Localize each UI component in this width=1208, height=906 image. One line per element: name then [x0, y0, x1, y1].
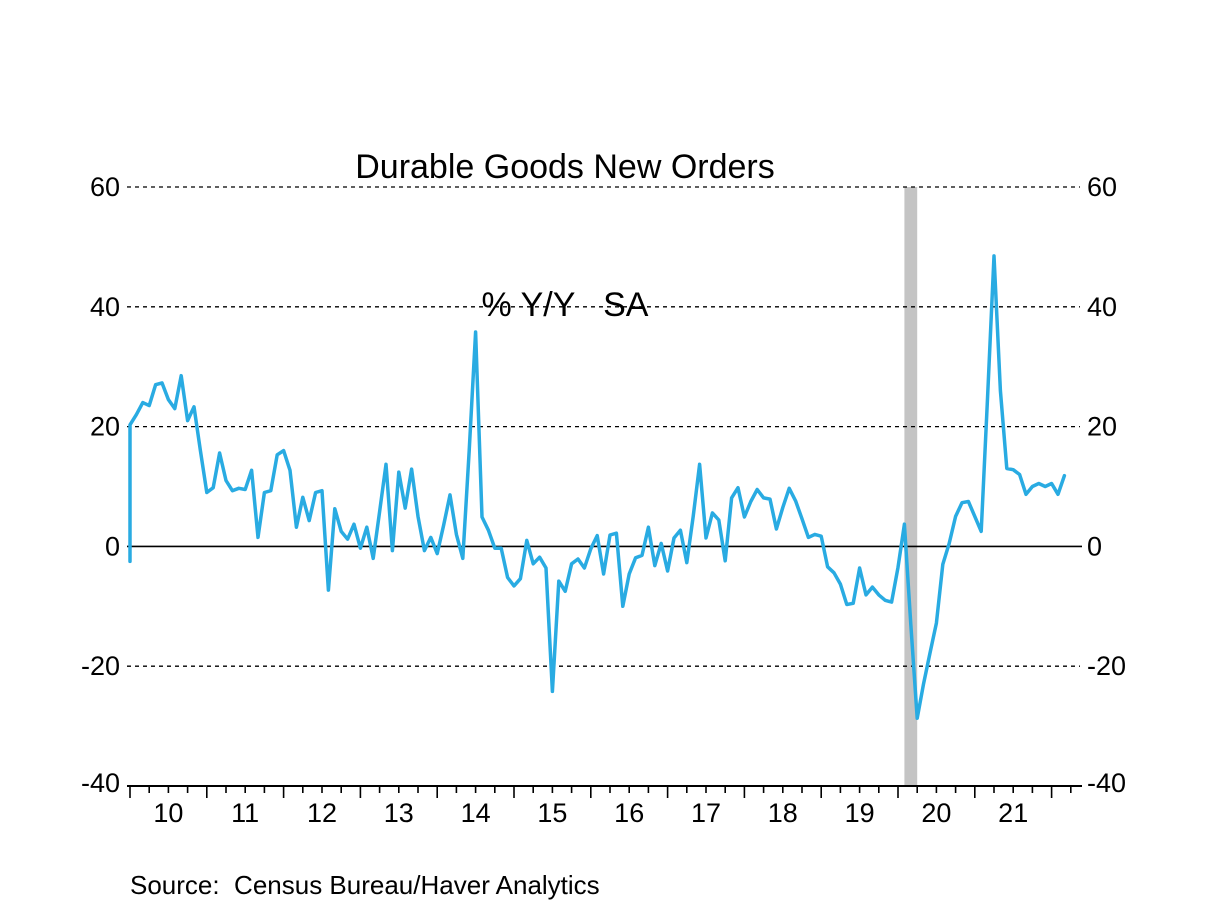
- x-year-label: 12: [307, 798, 337, 828]
- y-tick-label-left: 0: [105, 531, 120, 561]
- x-year-label: 21: [998, 798, 1028, 828]
- chart-title: Durable Goods New Orders: [355, 148, 775, 186]
- y-tick-label-right: -20: [1087, 651, 1126, 681]
- y-tick-label-left: -40: [81, 768, 120, 798]
- y-tick-label-left: 20: [90, 412, 120, 442]
- x-year-label: 16: [614, 798, 644, 828]
- y-tick-label-right: 40: [1087, 292, 1117, 322]
- x-year-label: 10: [153, 798, 183, 828]
- y-tick-label-left: 60: [90, 172, 120, 202]
- y-tick-label-left: -20: [81, 651, 120, 681]
- y-tick-label-right: 20: [1087, 412, 1117, 442]
- source-label: Source: Census Bureau/Haver Analytics: [130, 870, 600, 900]
- data-line: [128, 254, 1067, 721]
- chart-subtitle: % Y/Y SA: [481, 286, 649, 324]
- x-year-label: 14: [461, 798, 491, 828]
- x-year-label: 20: [921, 798, 951, 828]
- x-year-label: 13: [384, 798, 414, 828]
- y-tick-label-right: 0: [1087, 531, 1102, 561]
- y-tick-label-right: -40: [1087, 768, 1126, 798]
- y-tick-label-right: 60: [1087, 172, 1117, 202]
- chart-title-block: Durable Goods New Orders % Y/Y SA: [0, 52, 1130, 420]
- recession-band: [904, 187, 918, 786]
- x-year-label: 18: [768, 798, 798, 828]
- x-year-label: 11: [231, 798, 259, 828]
- y-tick-label-left: 40: [90, 292, 120, 322]
- x-year-label: 19: [845, 798, 875, 828]
- x-year-label: 15: [537, 798, 567, 828]
- x-year-label: 17: [691, 798, 721, 828]
